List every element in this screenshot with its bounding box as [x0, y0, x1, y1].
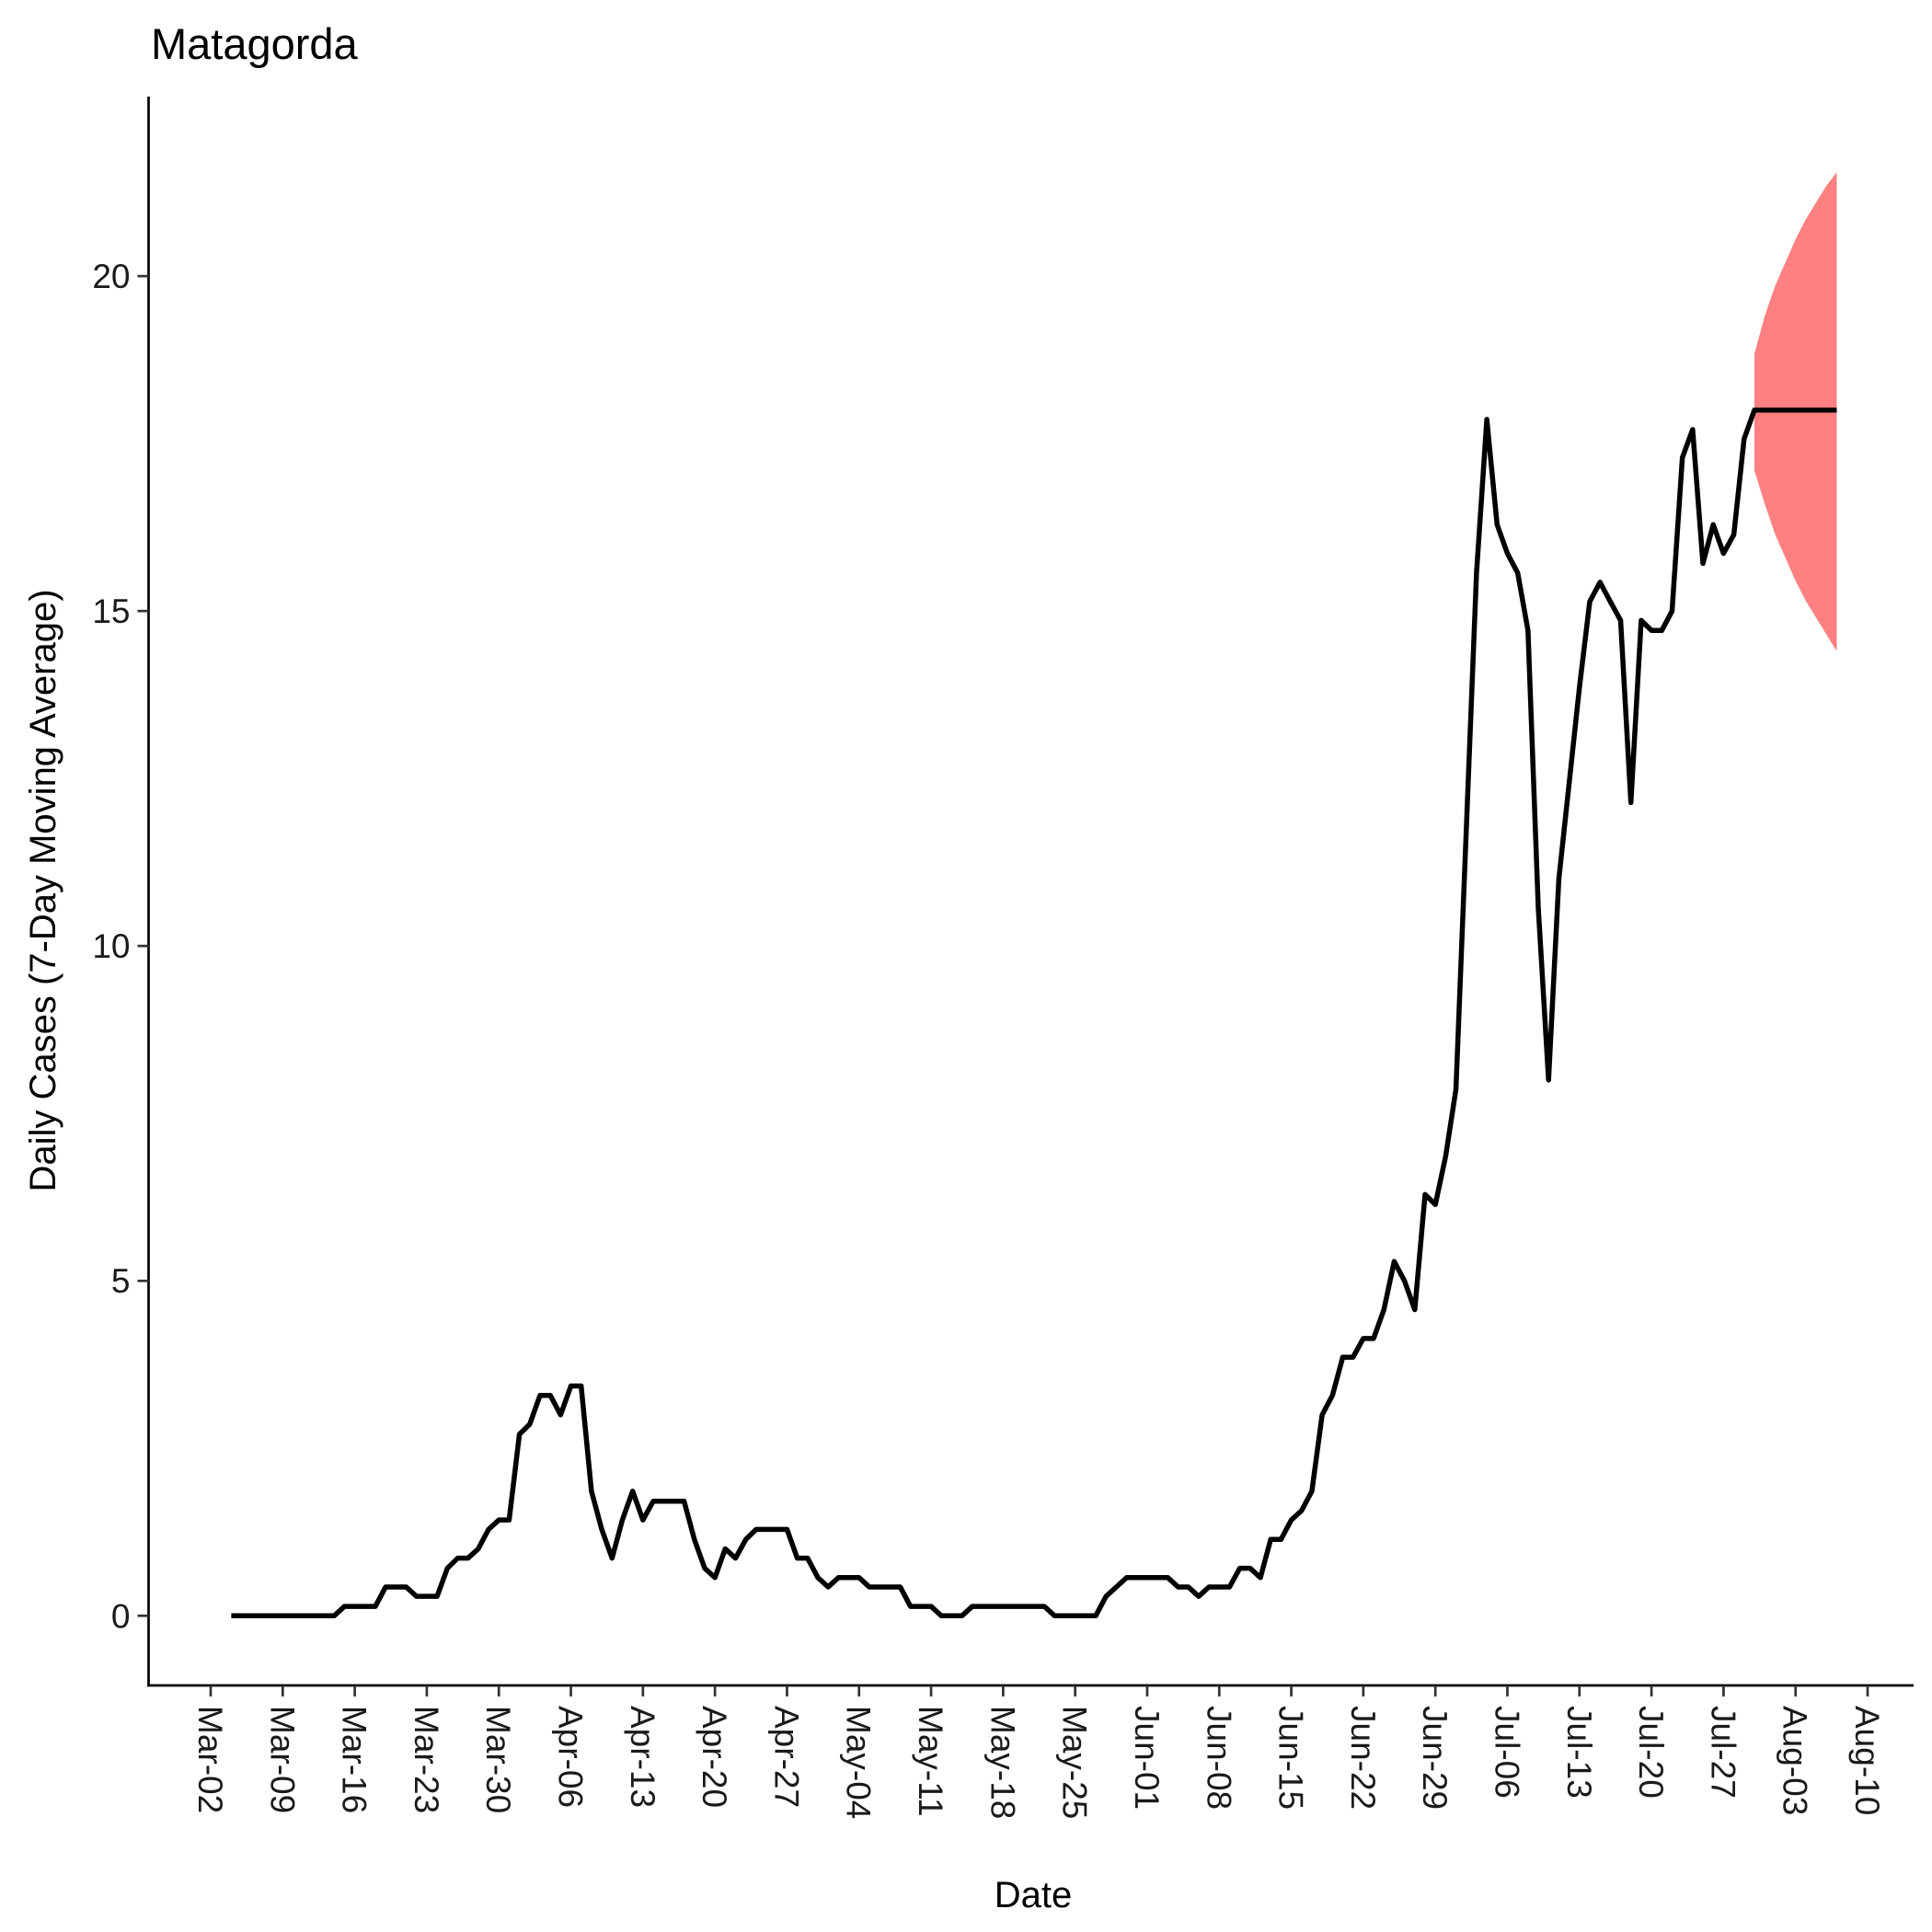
- x-tick-label: Apr-06: [552, 1706, 590, 1808]
- x-tick-label: May-04: [840, 1706, 878, 1819]
- y-tick-label: 0: [111, 1597, 131, 1635]
- x-tick-label: Apr-20: [696, 1706, 733, 1808]
- x-tick-label: Aug-10: [1848, 1706, 1886, 1815]
- x-tick-label: May-18: [983, 1706, 1021, 1819]
- x-tick-label: Mar-30: [479, 1706, 517, 1813]
- x-tick-label: Jul-06: [1488, 1706, 1525, 1799]
- x-tick-label: Mar-16: [336, 1706, 374, 1813]
- x-tick-label: Jun-29: [1416, 1706, 1454, 1810]
- x-tick-label: Mar-23: [408, 1706, 445, 1813]
- x-tick-label: Apr-13: [624, 1706, 661, 1808]
- y-axis-title: Daily Cases (7-Day Moving Average): [23, 589, 63, 1191]
- x-tick-label: May-25: [1056, 1706, 1094, 1819]
- x-tick-label: Jun-01: [1128, 1706, 1166, 1810]
- y-tick-label: 15: [92, 592, 130, 630]
- x-tick-label: Apr-27: [767, 1706, 805, 1808]
- chart-title: Matagorda: [151, 19, 359, 68]
- x-tick-label: Jul-20: [1632, 1706, 1670, 1799]
- x-tick-label: Mar-02: [191, 1706, 229, 1813]
- y-tick-label: 10: [92, 927, 130, 965]
- data-line: [231, 407, 1837, 1619]
- x-tick-label: Jul-27: [1704, 1706, 1742, 1799]
- x-tick-label: Jun-15: [1272, 1706, 1310, 1810]
- x-tick-label: Jul-13: [1560, 1706, 1598, 1799]
- y-tick-label: 20: [92, 258, 130, 295]
- x-tick-label: Jun-08: [1200, 1706, 1237, 1810]
- x-tick-label: Mar-09: [263, 1706, 301, 1813]
- x-tick-label: Aug-03: [1777, 1706, 1814, 1815]
- x-tick-label: Jun-22: [1344, 1706, 1382, 1810]
- x-axis-title: Date: [995, 1875, 1073, 1915]
- x-tick-label: May-11: [912, 1706, 949, 1817]
- y-tick-label: 5: [111, 1262, 131, 1300]
